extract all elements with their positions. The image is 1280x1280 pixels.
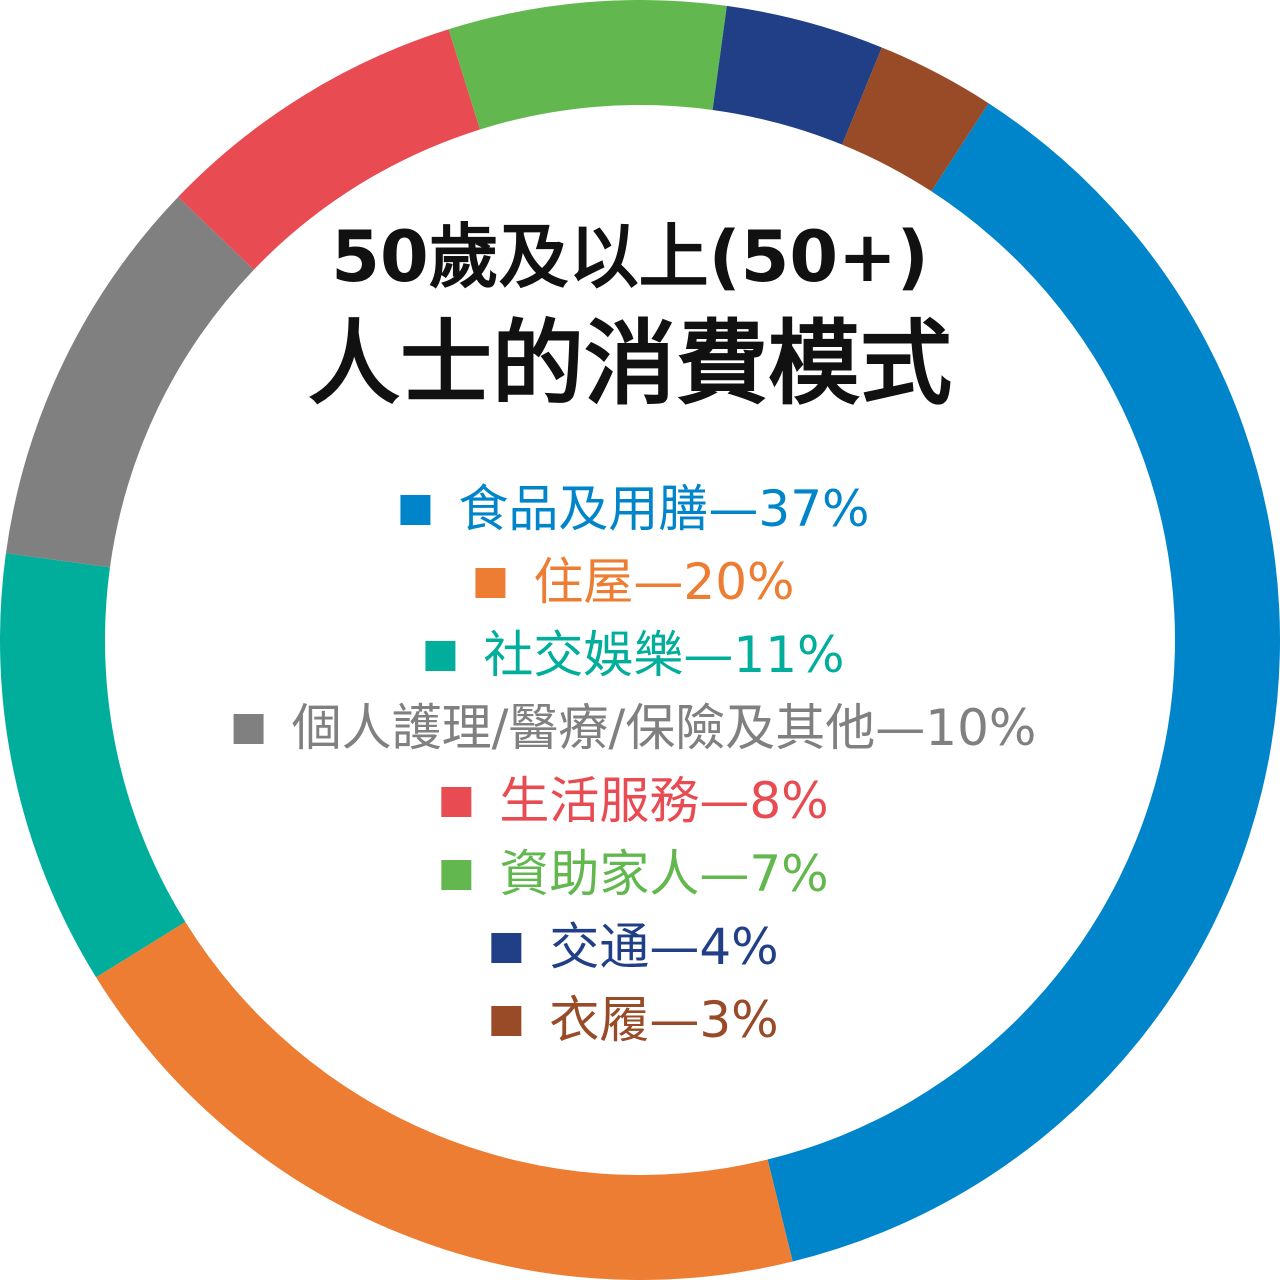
chart-title: 50歲及以上(50+)	[331, 216, 928, 298]
value-label: —7%	[699, 845, 828, 903]
donut-segment	[712, 5, 882, 145]
legend-swatch	[475, 568, 506, 598]
legend-label: 生活服務	[499, 772, 699, 830]
value-label: —8%	[699, 772, 828, 830]
value-label: —20%	[633, 553, 794, 611]
legend-entry: 交通—4%	[549, 918, 778, 976]
legend-swatch	[441, 787, 472, 817]
legend-swatch	[491, 933, 522, 963]
legend-label: 資助家人	[499, 845, 699, 903]
legend-entry: 社交娛樂—11%	[483, 626, 844, 684]
legend-swatch	[425, 641, 456, 671]
chart-title: 人士的消費模式	[308, 310, 952, 417]
value-label: —37%	[708, 480, 869, 538]
legend-entry: 食品及用膳—37%	[458, 480, 869, 538]
legend-label: 食品及用膳	[458, 480, 708, 538]
legend-entry: 衣履—3%	[549, 991, 778, 1049]
value-label: —3%	[649, 991, 778, 1049]
legend-entry: 個人護理/醫療/保險及其他—10%	[292, 699, 1037, 757]
donut-segment	[448, 0, 727, 130]
legend-entry: 資助家人—7%	[499, 845, 828, 903]
legend-label: 衣履	[549, 991, 649, 1049]
legend-label: 社交娛樂	[483, 626, 683, 684]
legend-label: 交通	[549, 918, 649, 976]
legend-entry: 住屋—20%	[533, 553, 794, 611]
legend-swatch	[441, 860, 472, 890]
value-label: —11%	[683, 626, 844, 684]
value-label: —4%	[649, 918, 778, 976]
legend-label: 住屋	[533, 553, 633, 611]
donut-segment	[178, 29, 481, 270]
legend-swatch	[491, 1006, 522, 1036]
value-label: —10%	[875, 699, 1036, 757]
donut-segment	[5, 197, 254, 568]
donut-segment	[842, 47, 989, 192]
donut-segment	[96, 921, 793, 1280]
donut-segment	[0, 553, 186, 978]
donut-segment	[767, 103, 1280, 1262]
legend-swatch	[233, 714, 264, 744]
legend-swatch	[400, 495, 431, 525]
legend-entry: 生活服務—8%	[499, 772, 828, 830]
legend-label: 個人護理/醫療/保險及其他	[292, 699, 876, 757]
